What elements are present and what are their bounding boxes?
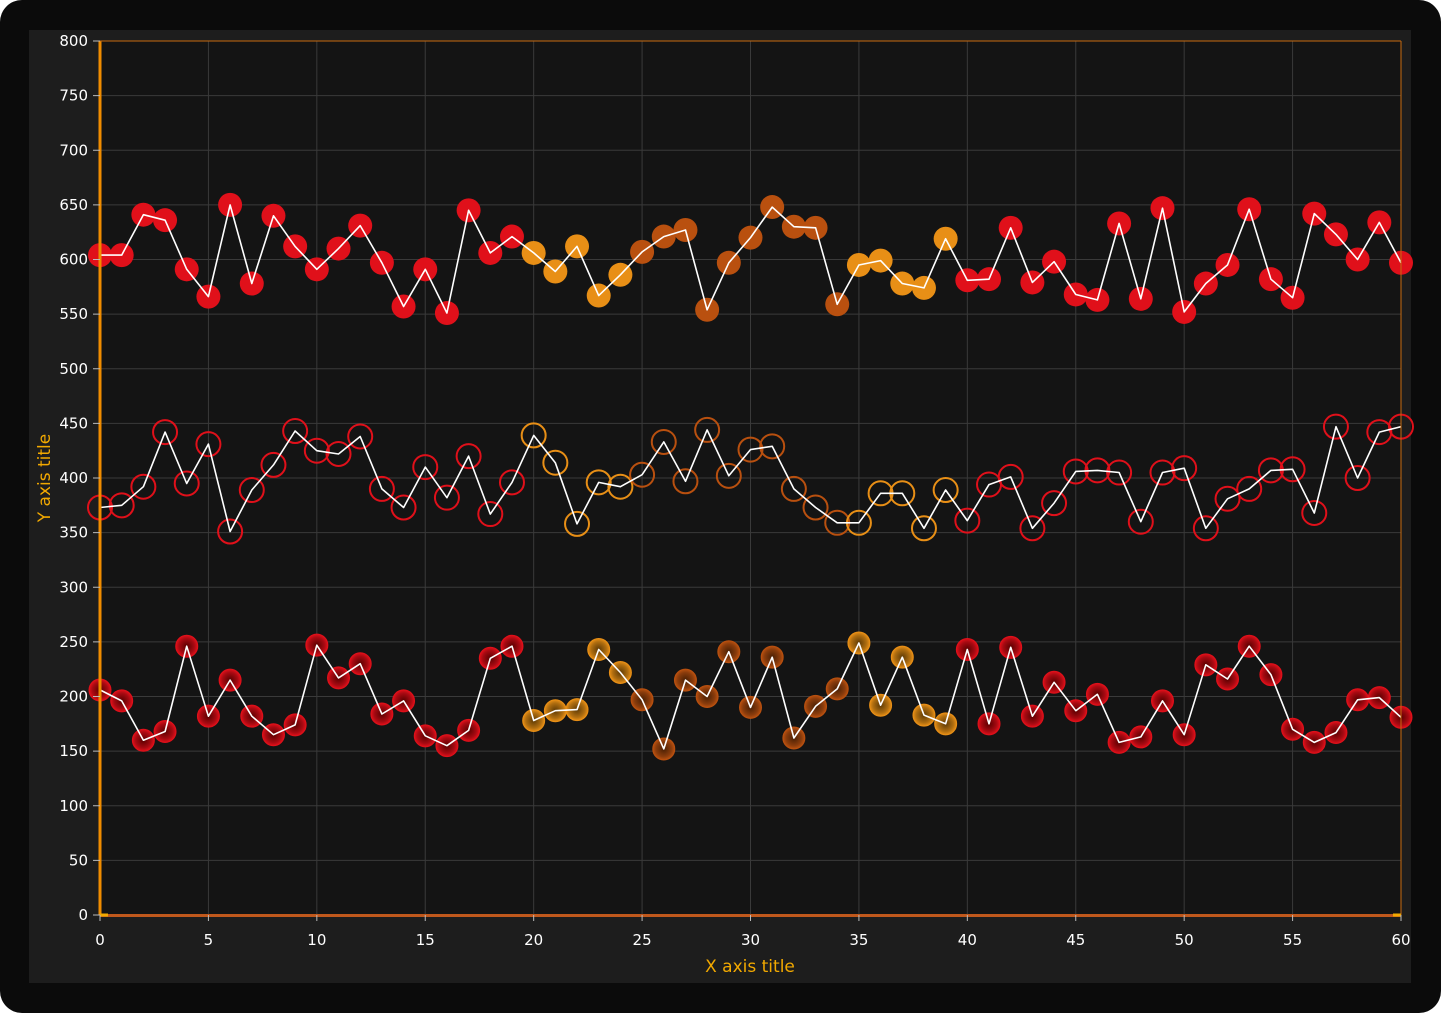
data-point xyxy=(997,463,1024,490)
data-point xyxy=(715,462,742,489)
data-point xyxy=(368,475,395,502)
data-point xyxy=(910,515,937,542)
y-tick-label: 200 xyxy=(59,688,88,706)
data-point xyxy=(433,484,460,511)
data-point xyxy=(1192,515,1219,542)
x-tick-label: 5 xyxy=(204,931,214,949)
x-tick-label: 40 xyxy=(958,931,977,949)
data-point xyxy=(325,440,352,467)
data-point xyxy=(108,492,135,519)
data-point xyxy=(802,494,829,521)
data-point xyxy=(1214,485,1241,512)
data-point xyxy=(1236,475,1263,502)
series-3 xyxy=(88,631,1413,761)
data-point xyxy=(1322,413,1349,440)
series-layer xyxy=(87,192,1414,761)
data-point xyxy=(477,501,504,528)
data-point xyxy=(542,449,569,476)
data-point xyxy=(303,437,330,464)
data-point xyxy=(607,473,634,500)
data-point xyxy=(1171,455,1198,482)
data-point xyxy=(412,454,439,481)
y-axis-title: Y axis title xyxy=(35,434,55,524)
data-point xyxy=(1127,508,1154,535)
data-point xyxy=(1344,465,1371,491)
data-point xyxy=(672,468,699,495)
series-1 xyxy=(88,192,1413,326)
x-tick-label: 45 xyxy=(1066,931,1085,949)
data-point xyxy=(498,469,525,496)
data-point xyxy=(520,422,547,449)
series-2 xyxy=(87,413,1414,545)
x-tick-label: 60 xyxy=(1391,931,1410,949)
data-point xyxy=(585,469,612,496)
data-point xyxy=(390,494,417,521)
data-point xyxy=(347,423,374,450)
y-tick-label: 650 xyxy=(59,196,88,214)
y-tick-label: 450 xyxy=(59,414,88,432)
data-point xyxy=(217,518,244,545)
x-tick-label: 35 xyxy=(849,931,868,949)
data-point xyxy=(195,431,222,458)
data-point xyxy=(780,475,807,502)
y-tick-label: 750 xyxy=(59,87,88,105)
data-point xyxy=(238,477,265,504)
data-point xyxy=(650,428,677,455)
data-point xyxy=(1149,459,1176,486)
y-tick-label: 400 xyxy=(59,469,88,487)
data-point xyxy=(152,419,179,446)
y-tick-label: 150 xyxy=(59,742,88,760)
y-tick-label: 350 xyxy=(59,524,88,542)
y-tick-label: 50 xyxy=(69,851,88,869)
series-3-line xyxy=(99,642,1402,750)
data-point xyxy=(1106,459,1133,486)
data-point xyxy=(954,507,981,534)
data-point xyxy=(629,461,656,488)
data-point xyxy=(455,443,482,470)
y-tick-label: 600 xyxy=(59,251,88,269)
data-point xyxy=(1019,515,1046,542)
y-tick-label: 550 xyxy=(59,305,88,323)
data-point xyxy=(260,451,287,478)
x-tick-label: 55 xyxy=(1283,931,1302,949)
series-1-line xyxy=(100,204,1402,314)
data-point xyxy=(173,470,200,497)
grid xyxy=(100,41,1401,915)
x-tick-label: 15 xyxy=(416,931,435,949)
x-tick-label: 20 xyxy=(524,931,543,949)
y-tick-label: 700 xyxy=(59,141,88,159)
x-tick-label: 10 xyxy=(307,931,326,949)
y-tick-label: 100 xyxy=(59,797,88,815)
x-tick-label: 30 xyxy=(741,931,760,949)
data-point xyxy=(564,510,591,537)
x-axis-title: X axis title xyxy=(705,957,795,977)
data-point xyxy=(932,477,959,504)
data-point xyxy=(282,418,309,445)
x-tick-label: 25 xyxy=(633,931,652,949)
x-tick-label: 0 xyxy=(95,931,105,949)
y-tick-label: 300 xyxy=(59,578,88,596)
y-tick-label: 250 xyxy=(59,633,88,651)
series-2-line xyxy=(99,425,1402,533)
y-tick-label: 800 xyxy=(59,32,88,50)
x-tick-label: 50 xyxy=(1175,931,1194,949)
data-point xyxy=(130,473,157,500)
data-point xyxy=(1301,499,1328,526)
data-point xyxy=(1041,490,1068,517)
tick-labels: 0 5 10 15 20 25 30 35 40 45 50 55 600501001502002503… xyxy=(59,32,1410,949)
y-tick-label: 500 xyxy=(59,360,88,378)
data-point xyxy=(759,433,786,460)
data-point xyxy=(737,436,764,463)
series-2-markers xyxy=(87,413,1414,545)
y-tick-label: 0 xyxy=(78,906,88,924)
data-point xyxy=(694,416,721,443)
